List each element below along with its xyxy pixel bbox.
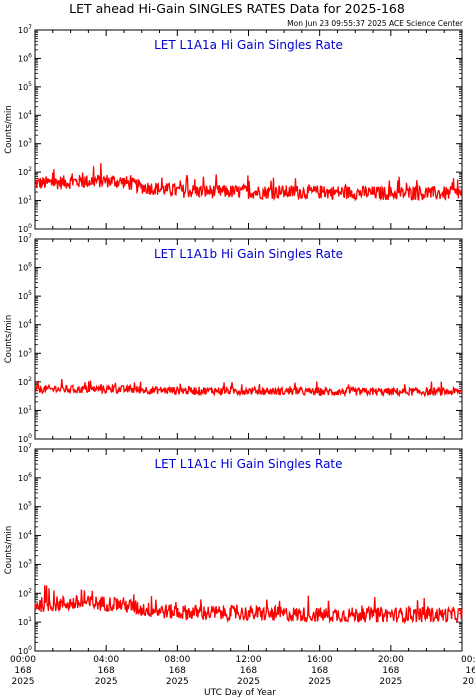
timestamp-label: Mon Jun 23 09:55:37 2025 ACE Science Cen…	[287, 19, 464, 28]
plot-frame	[34, 29, 463, 230]
x-tick-label: 168	[98, 666, 115, 676]
y-tick-label: 104	[18, 530, 32, 541]
x-tick-label: 2025	[379, 677, 402, 687]
y-tick-label: 100	[18, 223, 32, 234]
x-tick-label: 168	[382, 666, 399, 676]
x-tick-label: 2025	[95, 677, 118, 687]
x-tick-label: 00:00	[461, 655, 475, 665]
panel-title: LET L1A1c Hi Gain Singles Rate	[154, 457, 342, 471]
x-tick-label: 2025	[12, 677, 35, 687]
x-tick-label: 2025	[463, 677, 475, 687]
x-tick-label: 20:00	[378, 655, 404, 665]
y-tick-label: 100	[18, 433, 32, 444]
y-tick-label: 104	[18, 319, 32, 330]
x-tick-label: 08:00	[164, 655, 190, 665]
x-axis-title: UTC Day of Year	[204, 688, 276, 698]
rate-series-line	[34, 585, 463, 625]
x-tick-label: 169	[465, 666, 475, 676]
x-tick-label: 2025	[166, 677, 189, 687]
x-tick-label: 04:00	[93, 655, 119, 665]
y-tick-label: 107	[18, 24, 32, 35]
x-tick-label: 12:00	[236, 655, 262, 665]
x-tick-label: 2025	[237, 677, 260, 687]
x-tick-label: 00:00	[10, 655, 36, 665]
y-axis-label: Counts/min	[4, 315, 14, 364]
y-tick-label: 101	[18, 404, 32, 415]
y-tick-label: 107	[18, 233, 32, 244]
y-tick-label: 101	[18, 195, 32, 206]
plot-frame	[34, 238, 463, 440]
y-tick-label: 102	[18, 166, 32, 177]
y-tick-label: 106	[18, 52, 32, 63]
y-tick-label: 102	[18, 376, 32, 387]
y-tick-label: 105	[18, 501, 32, 512]
x-tick-label: 168	[311, 666, 328, 676]
page-title: LET ahead Hi-Gain SINGLES RATES Data for…	[69, 1, 405, 16]
plot-frame	[34, 448, 463, 652]
panel-title: LET L1A1b Hi Gain Singles Rate	[154, 247, 343, 261]
y-tick-label: 105	[18, 81, 32, 92]
y-tick-label: 106	[18, 262, 32, 273]
panels-group: 100 101 102 103 104 105 106 107 Counts/min LET L1…	[4, 24, 475, 687]
y-tick-label: 107	[18, 443, 32, 454]
y-tick-label: 105	[18, 290, 32, 301]
y-axis-label: Counts/min	[4, 105, 14, 154]
y-tick-label: 103	[18, 347, 32, 358]
rate-series-line	[34, 163, 463, 202]
x-tick-label: 168	[14, 666, 31, 676]
x-tick-label: 16:00	[307, 655, 333, 665]
x-tick-label: 168	[240, 666, 257, 676]
y-tick-label: 103	[18, 138, 32, 149]
x-tick-label: 2025	[308, 677, 331, 687]
y-tick-label: 104	[18, 109, 32, 120]
y-tick-label: 106	[18, 472, 32, 483]
y-tick-label: 101	[18, 616, 32, 627]
x-tick-label: 168	[169, 666, 186, 676]
y-tick-label: 100	[18, 645, 32, 656]
y-tick-label: 102	[18, 587, 32, 598]
panel-title: LET L1A1a Hi Gain Singles Rate	[154, 38, 343, 52]
y-axis-label: Counts/min	[4, 526, 14, 575]
rate-series-line	[34, 378, 463, 398]
y-tick-label: 103	[18, 558, 32, 569]
